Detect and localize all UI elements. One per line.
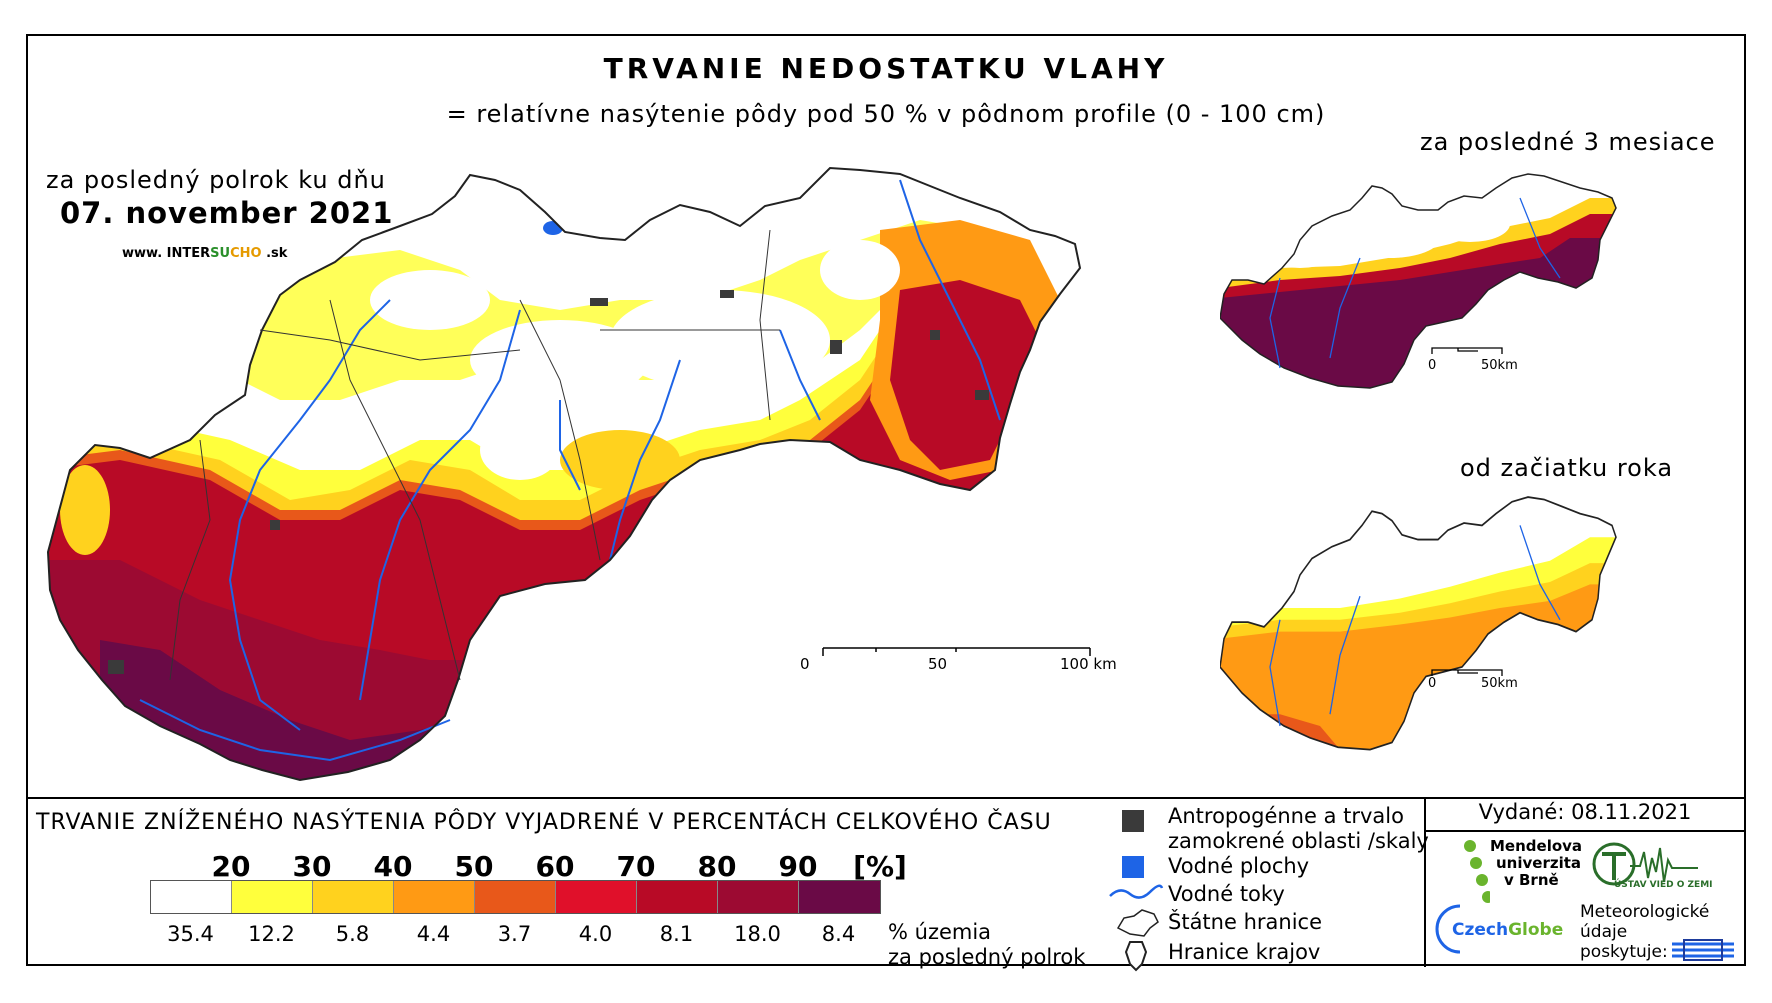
- main-scalebar: [822, 647, 1091, 656]
- key-region-border: Hranice krajov: [1168, 940, 1321, 964]
- inset-bottom-scale-0: 0: [1428, 676, 1437, 691]
- issued-separator: [1424, 830, 1746, 832]
- area-percent: 8.1: [659, 922, 694, 946]
- website-su: SU: [210, 246, 231, 261]
- color-ramp-cell: [475, 881, 556, 913]
- key-streams: Vodné toky: [1168, 882, 1285, 906]
- mendel-logo: Mendelova univerzita v Brně: [1490, 838, 1582, 889]
- area-percent: 8.4: [821, 922, 856, 946]
- logo-separator: [1424, 797, 1426, 967]
- shmu-line-2: údaje: [1580, 922, 1628, 942]
- ustav-logo-text: ÚSTAV VIED O ZEMI: [1614, 880, 1713, 890]
- color-ramp-cell: [394, 881, 475, 913]
- website-suffix: .sk: [261, 246, 288, 261]
- class-break: 30: [292, 850, 332, 883]
- region-borders: [169, 229, 780, 681]
- class-breaks: 20 30 40 50 60 70 80 90 [%]: [150, 850, 1170, 886]
- legend-title: TRVANIE ZNÍŽENÉHO NASÝTENIA PÔDY VYJADRE…: [36, 810, 1052, 835]
- color-ramp: [150, 880, 881, 914]
- state-border-icon: [1116, 909, 1159, 937]
- map-title: TRVANIE NEDOSTATKU VLAHY: [603, 52, 1169, 85]
- color-ramp-cell: [799, 881, 880, 913]
- area-percent: 4.0: [578, 922, 613, 946]
- area-percent: 12.2: [248, 922, 295, 946]
- legend-unit: [%]: [853, 850, 907, 883]
- key-symbols: [1109, 884, 1164, 972]
- color-ramp-cell: [718, 881, 799, 913]
- key-state-border: Štátne hranice: [1168, 910, 1322, 934]
- color-ramp-cell: [232, 881, 313, 913]
- legend-separator: [26, 797, 1746, 799]
- color-ramp-cell: [637, 881, 718, 913]
- period-label: za posledný polrok ku dňu: [46, 166, 386, 194]
- website-cho: CHO: [230, 246, 262, 261]
- website-prefix: www. INTER: [122, 246, 211, 261]
- class-break: 90: [778, 850, 818, 883]
- inset-bottom-map: [1220, 496, 1617, 751]
- class-break: 70: [616, 850, 656, 883]
- class-break: 60: [535, 850, 575, 883]
- shmu-line-1: Meteorologické: [1580, 902, 1710, 922]
- main-scale-0: 0: [800, 655, 810, 673]
- region-border-icon: [1124, 941, 1148, 972]
- class-break: 20: [211, 850, 251, 883]
- key-anthropogenic-1: Antropogénne a trvalo: [1168, 804, 1404, 828]
- area-percent-label-1: % územia: [888, 920, 992, 944]
- class-break: 50: [454, 850, 494, 883]
- mendel-logo-dots: [1464, 840, 1490, 903]
- shmu-logo-icon: [1670, 938, 1736, 962]
- inset-top-map: [1220, 173, 1617, 389]
- inset-top-scale-50: 50km: [1481, 358, 1518, 373]
- key-water-bodies: Vodné plochy: [1168, 854, 1310, 878]
- area-percent-label-2: za posledný polrok: [888, 945, 1086, 969]
- anthropogenic-swatch: [1122, 810, 1144, 832]
- map-subtitle: = relatívne nasýtenie pôdy pod 50 % v pô…: [446, 100, 1326, 128]
- map-frame: [26, 34, 1746, 966]
- state-border: [46, 166, 1082, 782]
- inset-top-title: za posledné 3 mesiace: [1420, 128, 1716, 156]
- class-break: 40: [373, 850, 413, 883]
- area-percent: 5.8: [335, 922, 370, 946]
- area-percent: 35.4: [167, 922, 214, 946]
- main-scale-100: 100 km: [1060, 655, 1117, 673]
- inset-bottom-title: od začiatku roka: [1460, 454, 1674, 482]
- color-ramp-cell: [151, 881, 232, 913]
- area-percent: 4.4: [416, 922, 451, 946]
- issued-date: Vydané: 08.11.2021: [1478, 800, 1692, 824]
- color-ramp-cell: [556, 881, 637, 913]
- main-map-rivers: [139, 179, 1001, 762]
- shmu-credit: Meteorologické údaje poskytuje:: [1580, 902, 1709, 962]
- inset-top-scale-0: 0: [1428, 358, 1437, 373]
- key-anthropogenic: Antropogénne a trvalo zamokrené oblasti …: [1168, 804, 1429, 854]
- stream-line-icon: [1109, 884, 1164, 899]
- inset-bottom-scale-50: 50km: [1481, 676, 1518, 691]
- website-link[interactable]: www. INTERSUCHO .sk: [122, 246, 287, 261]
- date-label: 07. november 2021: [60, 196, 394, 230]
- czechglobe-arc-icon: [1435, 904, 1461, 954]
- ustav-logo-icon: [1592, 842, 1698, 886]
- mendel-line-2: univerzita: [1496, 854, 1582, 872]
- color-ramp-cell: [313, 881, 394, 913]
- shmu-line-3: poskytuje:: [1580, 942, 1668, 962]
- class-break: 80: [697, 850, 737, 883]
- mendel-line-3: v Brně: [1504, 871, 1559, 889]
- mendel-line-1: Mendelova: [1490, 837, 1583, 855]
- czechglobe-b: Globe: [1508, 920, 1564, 940]
- czechglobe-logo: CzechGlobe: [1452, 920, 1563, 940]
- main-map-raster: [48, 168, 1080, 780]
- water-swatch: [1122, 856, 1144, 878]
- area-percent: 18.0: [734, 922, 781, 946]
- czechglobe-a: Czech: [1452, 920, 1509, 940]
- key-anthropogenic-2: zamokrené oblasti /skaly: [1168, 829, 1429, 853]
- main-scale-50: 50: [928, 655, 948, 673]
- area-percent-label: % územia za posledný polrok: [888, 920, 1085, 970]
- area-percent: 3.7: [497, 922, 532, 946]
